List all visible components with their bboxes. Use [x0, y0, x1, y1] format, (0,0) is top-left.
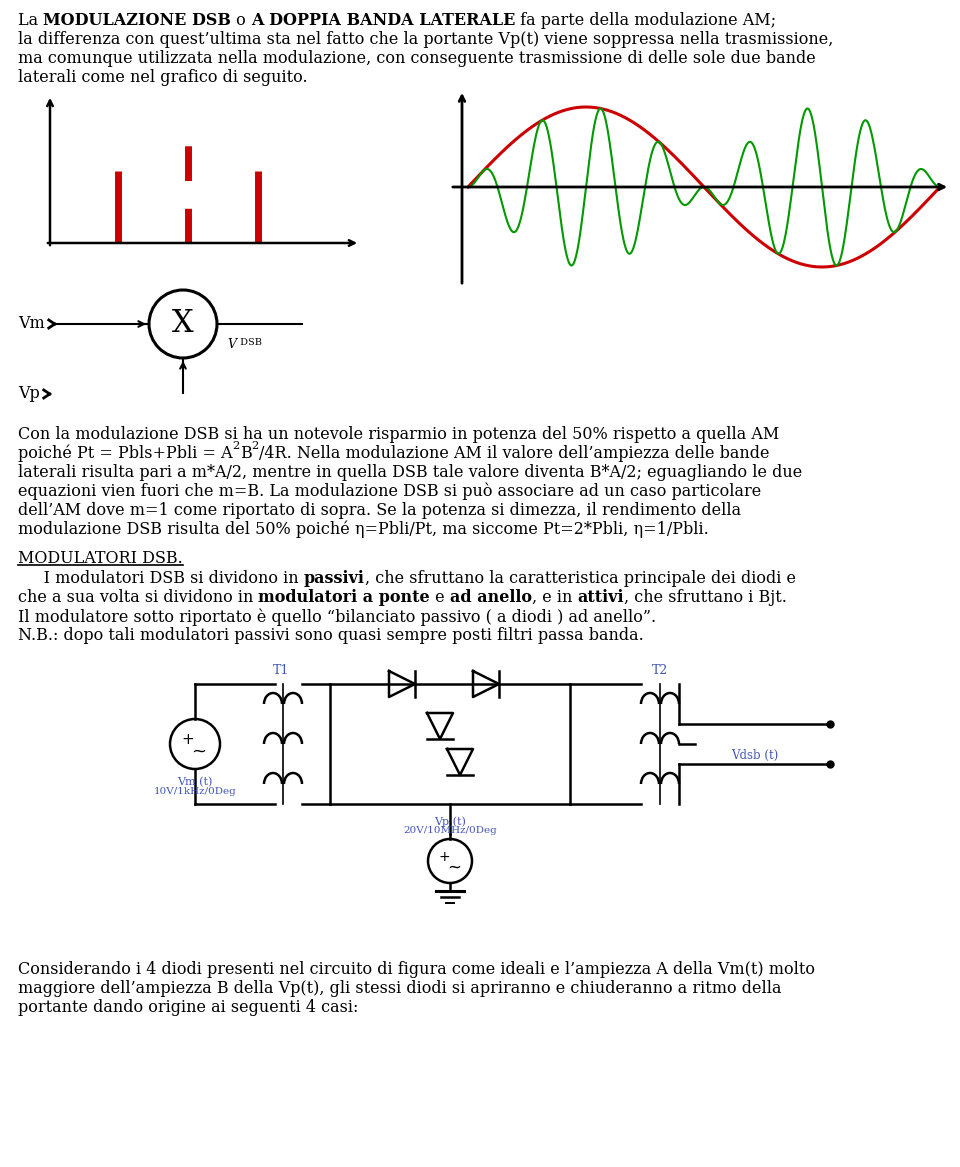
Text: Vp: Vp — [18, 385, 39, 403]
Text: Vp (t): Vp (t) — [434, 816, 466, 826]
Text: passivi: passivi — [303, 569, 365, 587]
Text: 20V/10MHz/0Deg: 20V/10MHz/0Deg — [403, 826, 497, 836]
Text: Vm (t): Vm (t) — [178, 777, 213, 788]
Text: modulazione DSB risulta del 50% poiché η=Pbli/Pt, ma siccome Pt=2*Pbli, η=1/Pbli: modulazione DSB risulta del 50% poiché η… — [18, 520, 708, 538]
Text: ~: ~ — [191, 743, 206, 761]
Text: laterali come nel grafico di seguito.: laterali come nel grafico di seguito. — [18, 69, 307, 86]
Text: modulatori a ponte: modulatori a ponte — [258, 589, 430, 606]
Text: +: + — [438, 850, 450, 864]
Text: B: B — [240, 445, 252, 462]
Text: A DOPPIA BANDA LATERALE: A DOPPIA BANDA LATERALE — [251, 12, 516, 29]
Text: T2: T2 — [652, 664, 668, 677]
Text: Considerando i 4 diodi presenti nel circuito di figura come ideali e l’ampiezza : Considerando i 4 diodi presenti nel circ… — [18, 960, 815, 978]
Text: Il modulatore sotto riportato è quello “bilanciato passivo ( a diodi ) ad anello: Il modulatore sotto riportato è quello “… — [18, 608, 656, 626]
Text: MODULATORI DSB.: MODULATORI DSB. — [18, 550, 182, 567]
Text: ad anello: ad anello — [450, 589, 532, 606]
Text: T1: T1 — [273, 664, 289, 677]
Text: I modulatori DSB si dividono in: I modulatori DSB si dividono in — [18, 569, 303, 587]
Text: Con la modulazione DSB si ha un notevole risparmio in potenza del 50% rispetto a: Con la modulazione DSB si ha un notevole… — [18, 426, 780, 443]
Text: ~: ~ — [447, 859, 461, 876]
Text: laterali risulta pari a m*A/2, mentre in quella DSB tale valore diventa B*A/2; e: laterali risulta pari a m*A/2, mentre in… — [18, 464, 803, 481]
Text: 2: 2 — [232, 441, 240, 450]
Text: , che sfruttano la caratteristica principale dei diodi e: , che sfruttano la caratteristica princi… — [365, 569, 796, 587]
Text: /4R. Nella modulazione AM il valore dell’ampiezza delle bande: /4R. Nella modulazione AM il valore dell… — [259, 445, 769, 462]
Text: dell’AM dove m=1 come riportato di sopra. Se la potenza si dimezza, il rendiment: dell’AM dove m=1 come riportato di sopra… — [18, 502, 741, 519]
Text: V: V — [227, 338, 236, 351]
Text: 2: 2 — [252, 441, 259, 450]
Text: ma comunque utilizzata nella modulazione, con conseguente trasmissione di delle : ma comunque utilizzata nella modulazione… — [18, 50, 816, 67]
Text: , e in: , e in — [532, 589, 577, 606]
Text: la differenza con quest’ultima sta nel fatto che la portante Vp(t) viene soppres: la differenza con quest’ultima sta nel f… — [18, 32, 833, 48]
Text: X: X — [172, 308, 194, 340]
Text: , che sfruttano i Bjt.: , che sfruttano i Bjt. — [624, 589, 787, 606]
Text: maggiore dell’ampiezza B della Vp(t), gli stessi diodi si apriranno e chiuderann: maggiore dell’ampiezza B della Vp(t), gl… — [18, 980, 781, 997]
Text: che a sua volta si dividono in: che a sua volta si dividono in — [18, 589, 258, 606]
Text: +: + — [181, 732, 194, 747]
Text: Vdsb (t): Vdsb (t) — [732, 749, 779, 762]
Text: equazioni vien fuori che m=B. La modulazione DSB si può associare ad un caso par: equazioni vien fuori che m=B. La modulaz… — [18, 483, 761, 501]
Text: portante dando origine ai seguenti 4 casi:: portante dando origine ai seguenti 4 cas… — [18, 999, 358, 1016]
Text: Vm: Vm — [18, 315, 45, 333]
Text: N.B.: dopo tali modulatori passivi sono quasi sempre posti filtri passa banda.: N.B.: dopo tali modulatori passivi sono … — [18, 627, 644, 644]
Text: DSB: DSB — [237, 338, 262, 347]
Text: 10V/1kHz/0Deg: 10V/1kHz/0Deg — [154, 787, 236, 796]
Text: attivi: attivi — [577, 589, 624, 606]
Text: e: e — [430, 589, 450, 606]
Text: MODULAZIONE DSB: MODULAZIONE DSB — [43, 12, 231, 29]
Text: poiché Pt = Pbls+Pbli = A: poiché Pt = Pbls+Pbli = A — [18, 445, 232, 462]
Text: fa parte della modulazione AM;: fa parte della modulazione AM; — [516, 12, 777, 29]
Text: o: o — [231, 12, 251, 29]
Text: La: La — [18, 12, 43, 29]
